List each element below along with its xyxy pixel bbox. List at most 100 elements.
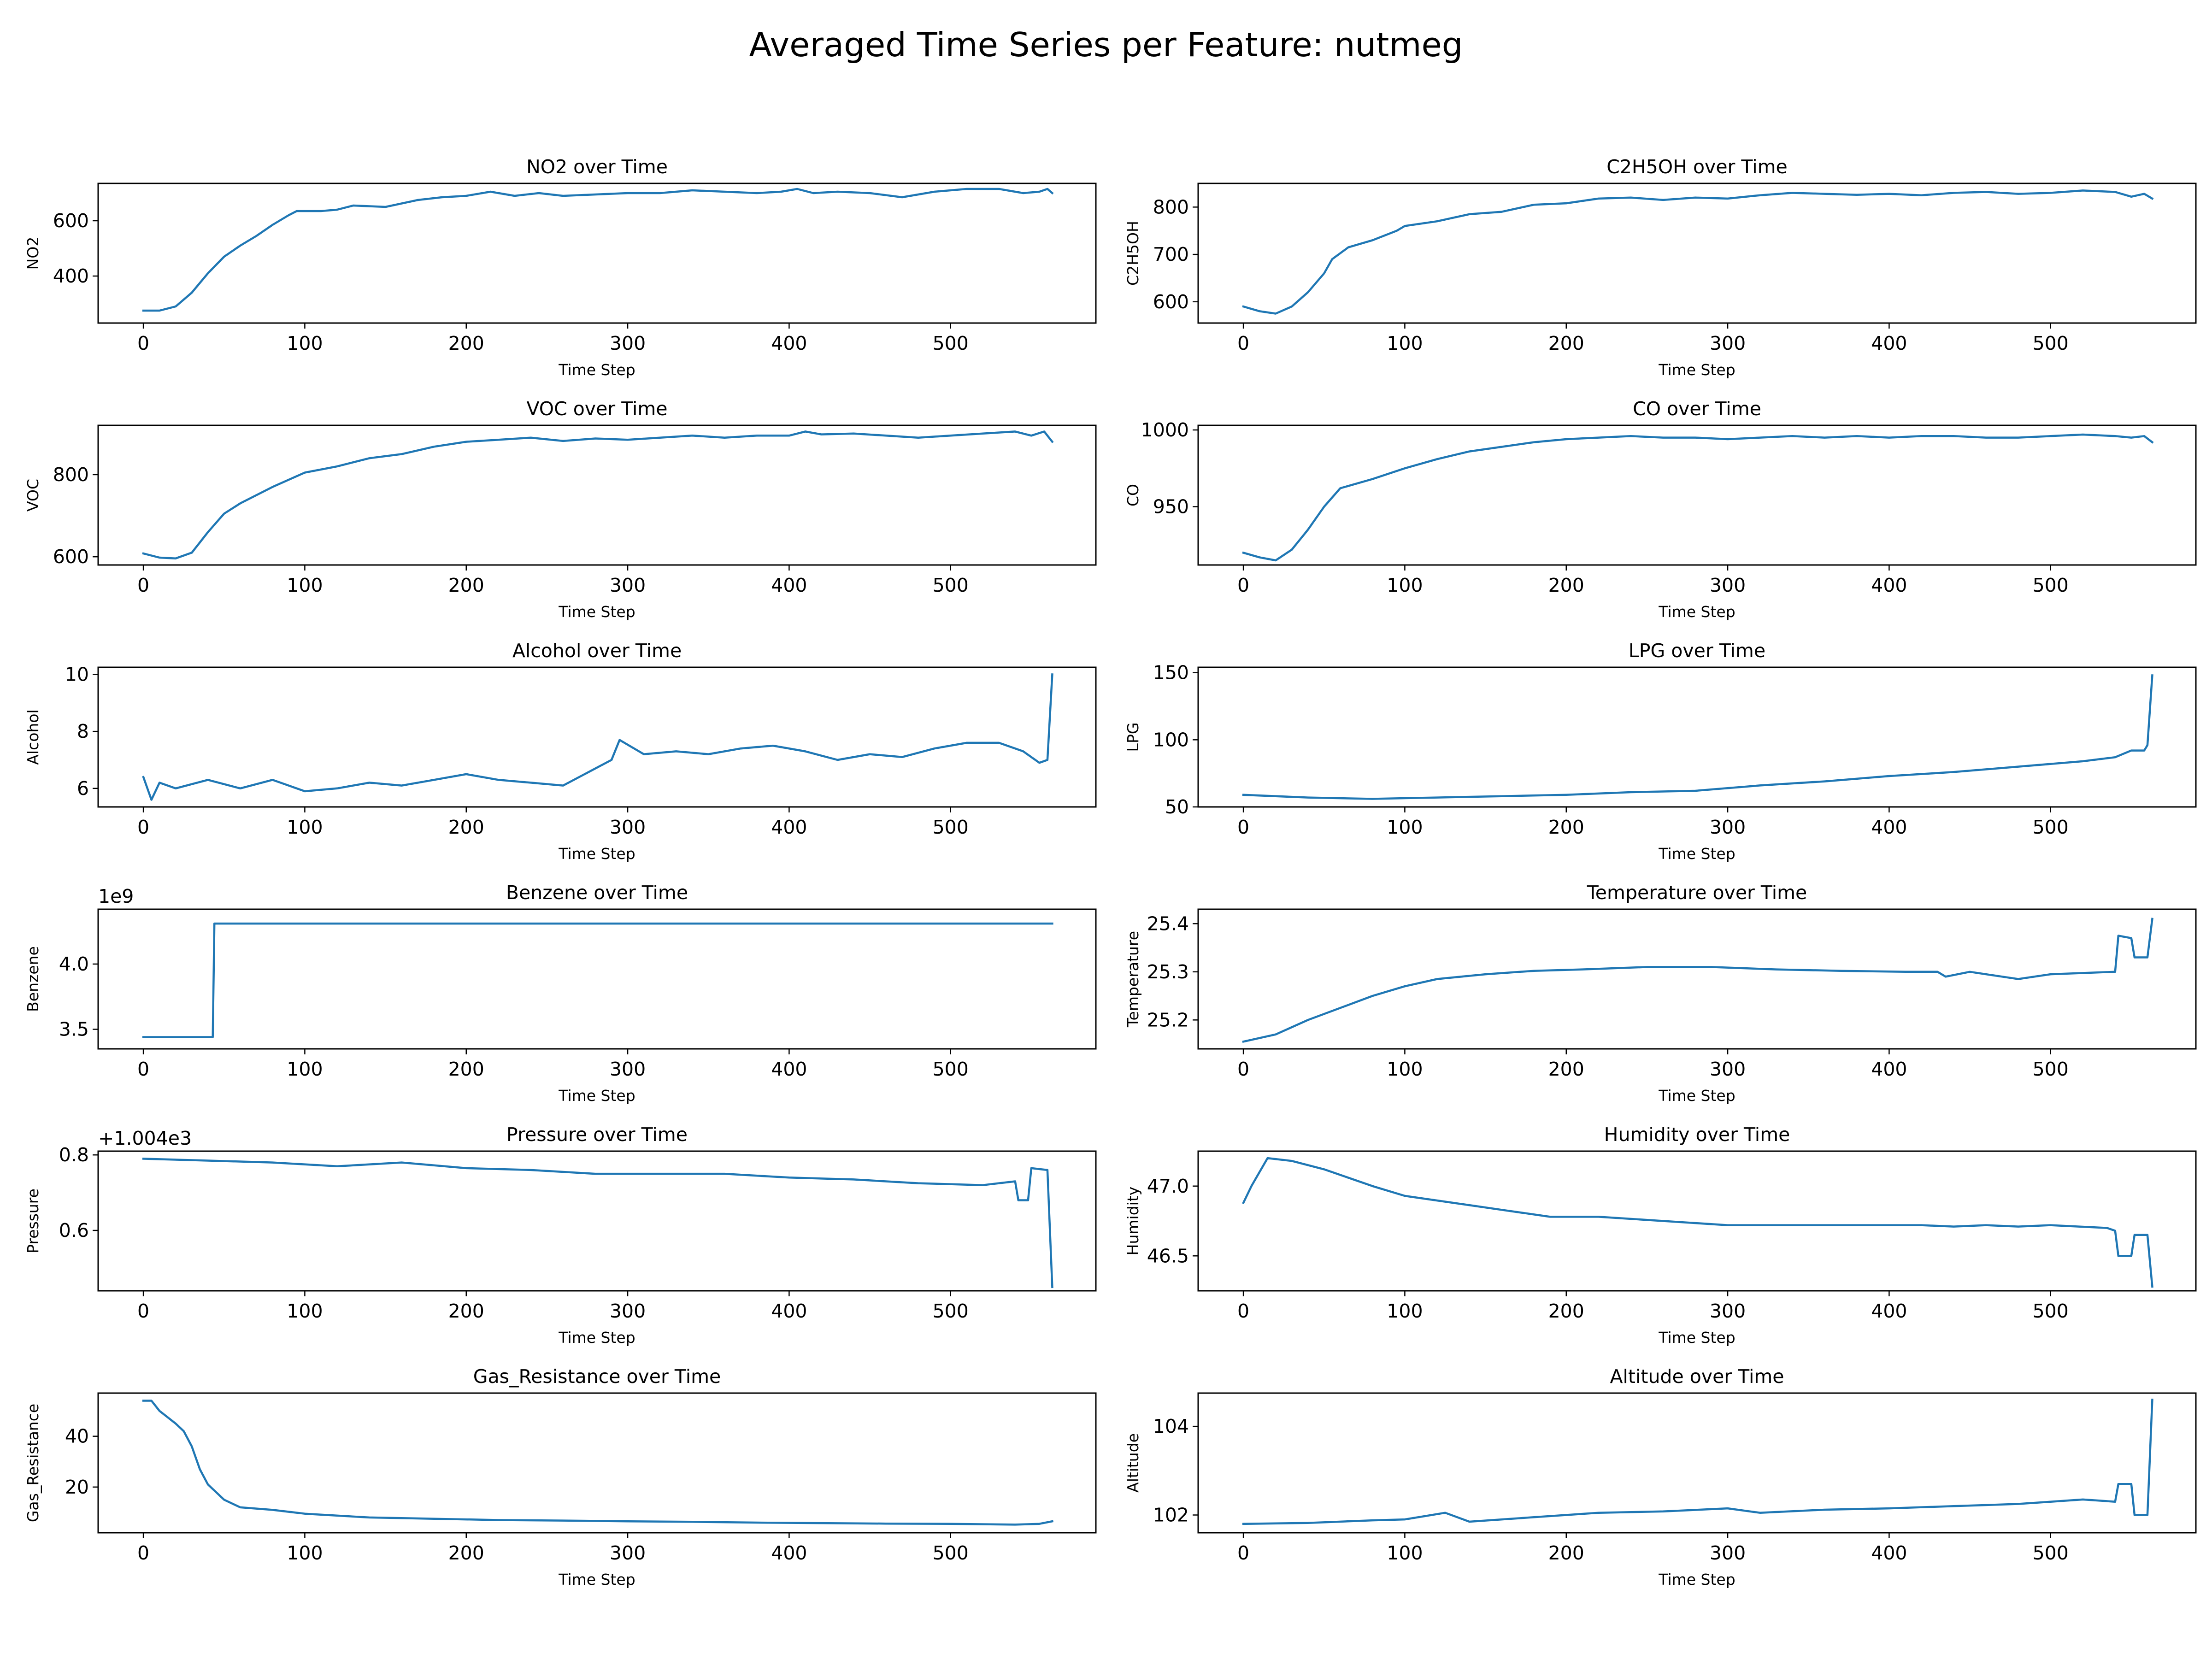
panel-humidity: Humidity over Time 0 100 200 300 400 500 46.5 47… — [1124, 1124, 2197, 1347]
x-axis-label: Time Step — [558, 361, 635, 379]
y-tick-label: 0.6 — [59, 1219, 89, 1241]
axes-frame — [1197, 908, 2197, 1050]
x-tick-label: 100 — [1387, 816, 1423, 838]
x-tick-label: 500 — [933, 1058, 969, 1080]
y-axis-label: LPG — [1124, 723, 1142, 752]
x-tick-label: 200 — [448, 574, 484, 596]
x-tick-label: 100 — [1387, 332, 1423, 354]
x-tick-label: 300 — [610, 816, 646, 838]
x-axis-label: Time Step — [558, 1571, 635, 1588]
y-tick-label: 400 — [53, 265, 89, 287]
panel-gas-resistance: Gas_Resistance over Time 0 100 200 300 400 500… — [24, 1365, 1097, 1588]
x-tick-label: 500 — [2033, 816, 2069, 838]
x-axis-label: Time Step — [1658, 603, 1735, 621]
series-line-co — [1242, 433, 2154, 562]
y-axis-label: NO2 — [24, 237, 42, 270]
x-axis-label: Time Step — [558, 845, 635, 863]
x-tick-label: 500 — [2033, 1058, 2069, 1080]
x-tick-label: 500 — [2033, 574, 2069, 596]
axes-frame — [1197, 666, 2197, 808]
series-line-alcohol — [142, 673, 1053, 801]
x-tick-label: 200 — [448, 332, 484, 354]
x-tick-label: 0 — [137, 1542, 149, 1564]
panel-title: Altitude over Time — [1610, 1365, 1784, 1388]
panel-co: CO over Time 0 100 200 300 400 500 950 1000 Time … — [1124, 398, 2197, 621]
y-tick-label: 600 — [1153, 291, 1189, 313]
y-tick-label: 150 — [1153, 662, 1189, 684]
y-tick-label: 100 — [1153, 729, 1189, 751]
x-tick-label: 500 — [2033, 1300, 2069, 1322]
x-tick-label: 500 — [2033, 332, 2069, 354]
x-tick-label: 100 — [1387, 1542, 1423, 1564]
x-tick-label: 400 — [771, 574, 807, 596]
y-tick-label: 950 — [1153, 495, 1189, 518]
x-tick-label: 400 — [1871, 1300, 1907, 1322]
x-tick-label: 100 — [287, 1542, 323, 1564]
y-tick-label: 3.5 — [59, 1018, 89, 1041]
x-tick-label: 300 — [1710, 574, 1746, 596]
axis-offset-label: +1.004e3 — [98, 1127, 192, 1149]
y-axis-label: Temperature — [1124, 931, 1142, 1028]
y-tick-label: 4.0 — [59, 953, 89, 975]
panel-benzene: Benzene over Time 0 100 200 300 400 500 3.5 4.0 T… — [24, 882, 1097, 1105]
y-tick-label: 6 — [77, 777, 89, 800]
panel-title: LPG over Time — [1629, 640, 1765, 662]
series-line-gas-resistance — [142, 1400, 1054, 1526]
x-tick-label: 500 — [933, 332, 969, 354]
x-tick-label: 500 — [933, 1542, 969, 1564]
x-tick-label: 100 — [287, 1300, 323, 1322]
y-tick-label: 25.4 — [1147, 912, 1189, 935]
x-tick-label: 500 — [933, 574, 969, 596]
series-line-benzene — [142, 922, 1053, 1038]
x-tick-label: 0 — [137, 1058, 149, 1080]
y-tick-label: 25.3 — [1147, 961, 1189, 983]
x-tick-label: 0 — [137, 1300, 149, 1322]
x-axis-label: Time Step — [1658, 845, 1735, 863]
x-tick-label: 300 — [1710, 816, 1746, 838]
y-tick-label: 10 — [65, 663, 89, 685]
panel-pressure: Pressure over Time 0 100 200 300 400 500 0.6 0.8… — [24, 1124, 1097, 1347]
y-tick-label: 102 — [1153, 1504, 1189, 1526]
axes-frame — [97, 908, 1097, 1050]
x-tick-label: 0 — [137, 816, 149, 838]
panel-title: Benzene over Time — [506, 882, 688, 904]
y-tick-label: 700 — [1153, 243, 1189, 265]
panel-title: CO over Time — [1633, 398, 1761, 420]
series-line-no2 — [142, 188, 1054, 312]
x-tick-label: 400 — [771, 1058, 807, 1080]
panel-title: NO2 over Time — [526, 156, 668, 178]
x-tick-label: 0 — [1237, 816, 1249, 838]
panel-title: Humidity over Time — [1604, 1124, 1790, 1146]
x-tick-label: 200 — [1548, 1542, 1584, 1564]
panel-alcohol: Alcohol over Time 0 100 200 300 400 500 6 8 10 Tim… — [24, 640, 1097, 863]
x-tick-label: 300 — [610, 1300, 646, 1322]
x-tick-label: 400 — [1871, 1058, 1907, 1080]
x-axis-label: Time Step — [558, 1087, 635, 1105]
series-line-c2h5oh — [1242, 189, 2154, 315]
x-tick-label: 300 — [1710, 332, 1746, 354]
x-tick-label: 300 — [1710, 1542, 1746, 1564]
x-tick-label: 200 — [1548, 816, 1584, 838]
x-tick-label: 500 — [933, 1300, 969, 1322]
axes-frame — [97, 424, 1097, 566]
y-axis-label: VOC — [24, 479, 42, 512]
y-axis-label: Humidity — [1124, 1187, 1142, 1256]
x-tick-label: 400 — [771, 1300, 807, 1322]
x-tick-label: 200 — [1548, 1058, 1584, 1080]
x-tick-label: 100 — [287, 816, 323, 838]
x-tick-label: 400 — [1871, 574, 1907, 596]
x-tick-label: 100 — [287, 574, 323, 596]
x-axis-label: Time Step — [1658, 1087, 1735, 1105]
y-tick-label: 25.2 — [1147, 1009, 1189, 1031]
x-axis-label: Time Step — [1658, 1571, 1735, 1588]
x-tick-label: 300 — [1710, 1300, 1746, 1322]
x-tick-label: 200 — [448, 1058, 484, 1080]
x-tick-label: 300 — [610, 574, 646, 596]
y-tick-label: 47.0 — [1147, 1175, 1189, 1197]
x-tick-label: 400 — [771, 816, 807, 838]
panel-title: Gas_Resistance over Time — [473, 1365, 721, 1388]
x-axis-label: Time Step — [1658, 361, 1735, 379]
x-axis-label: Time Step — [558, 603, 635, 621]
